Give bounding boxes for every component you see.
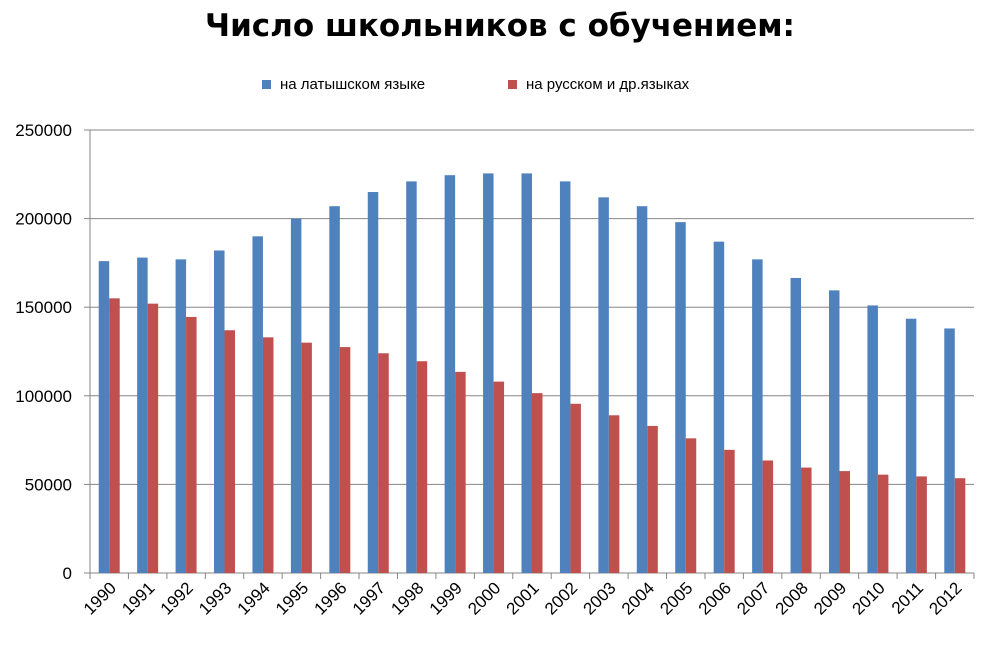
legend-swatch-latvian <box>262 80 271 89</box>
bar-latvian <box>367 192 379 573</box>
bar-latvian <box>290 218 302 573</box>
x-tick-label: 2003 <box>580 578 620 618</box>
bar-latvian <box>444 175 456 573</box>
x-tick-label: 1991 <box>118 578 158 618</box>
bar-latvian <box>905 318 917 573</box>
bar-russian <box>493 381 505 573</box>
x-tick-label: 2010 <box>849 578 889 618</box>
x-tick-label: 2004 <box>618 578 658 618</box>
bar-russian <box>455 371 466 573</box>
bar-latvian <box>675 222 686 574</box>
x-tick-label: 2006 <box>695 578 735 618</box>
bar-latvian <box>790 277 802 573</box>
x-tick-label: 1993 <box>195 578 235 618</box>
x-tick-label: 2001 <box>503 578 543 618</box>
bar-russian <box>262 337 274 573</box>
x-tick-label: 2011 <box>888 578 927 617</box>
x-tick-label: 2000 <box>464 578 504 618</box>
bar-russian <box>762 460 774 573</box>
bar-latvian <box>98 261 110 573</box>
y-tick-label: 50000 <box>25 475 72 494</box>
bar-latvian <box>559 181 571 573</box>
legend-item-russian: на русском и др.языках <box>508 76 689 93</box>
legend: на латышском языке на русском и др.языка… <box>0 76 1000 98</box>
bar-latvian <box>406 181 417 573</box>
bar-russian <box>109 298 120 573</box>
bar-russian <box>186 316 197 573</box>
bar-russian <box>378 353 389 573</box>
x-tick-label: 1992 <box>157 578 197 618</box>
x-tick-label: 2008 <box>772 578 812 618</box>
bar-latvian <box>713 241 725 574</box>
y-tick-label: 150000 <box>15 298 72 317</box>
bar-latvian <box>483 173 494 573</box>
bar-russian <box>916 476 927 573</box>
x-tick-label: 2005 <box>656 578 696 618</box>
bar-latvian <box>175 259 187 573</box>
chart-title: Число школьников с обучением: <box>205 8 795 44</box>
bar-russian <box>877 474 889 573</box>
x-tick-label: 1996 <box>310 578 350 618</box>
bar-russian <box>416 361 428 573</box>
y-tick-label: 0 <box>63 564 72 583</box>
x-tick-label: 2007 <box>733 578 773 618</box>
bar-latvian <box>752 259 763 573</box>
bar-russian <box>839 471 850 573</box>
bar-latvian <box>828 290 840 573</box>
bar-russian <box>339 347 351 573</box>
bar-russian <box>801 467 812 573</box>
y-tick-label: 100000 <box>15 387 72 406</box>
x-tick-label: 2009 <box>810 578 850 618</box>
bar-latvian <box>214 250 225 573</box>
y-tick-label: 200000 <box>15 210 72 229</box>
bar-latvian <box>329 206 340 574</box>
x-tick-label: 1994 <box>234 578 274 618</box>
x-tick-label: 1999 <box>426 578 466 618</box>
legend-swatch-russian <box>508 80 517 89</box>
x-tick-label: 1998 <box>387 578 427 618</box>
x-tick-label: 2002 <box>541 578 581 618</box>
bar-latvian <box>137 257 148 573</box>
bar-russian <box>608 415 620 573</box>
bar-latvian <box>252 236 263 573</box>
bar-russian <box>685 438 697 573</box>
bar-latvian <box>598 197 609 573</box>
x-tick-label: 1995 <box>272 578 312 618</box>
x-tick-label: 1997 <box>349 578 389 618</box>
bar-russian <box>724 449 735 573</box>
legend-label-latvian: на латышском языке <box>280 76 426 93</box>
bar-russian <box>570 403 581 573</box>
bar-russian <box>954 478 966 573</box>
bar-latvian <box>944 328 955 573</box>
bar-latvian <box>636 206 648 574</box>
legend-label-russian: на русском и др.языках <box>526 76 690 93</box>
bar-latvian <box>867 305 878 573</box>
bar-latvian <box>521 173 532 573</box>
legend-item-latvian: на латышском языке <box>262 76 425 93</box>
bar-russian <box>224 330 236 573</box>
x-tick-label: 1990 <box>80 578 120 618</box>
bar-russian <box>532 393 543 573</box>
bar-russian <box>301 342 312 573</box>
bar-russian <box>147 303 159 573</box>
x-tick-label: 2012 <box>925 578 965 618</box>
y-tick-label: 250000 <box>15 121 72 140</box>
bar-russian <box>647 425 658 573</box>
